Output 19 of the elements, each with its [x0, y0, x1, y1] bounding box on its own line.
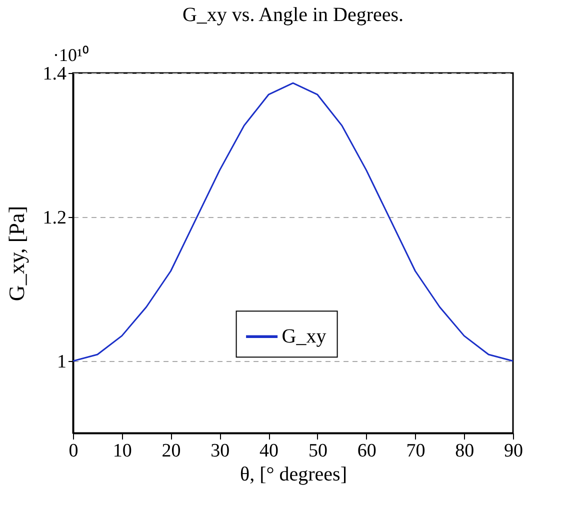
- y-tick-label: 1: [57, 352, 66, 372]
- x-tick-label: 10: [112, 440, 132, 462]
- x-tick-label: 40: [260, 440, 279, 462]
- x-tick-label: 20: [162, 440, 181, 462]
- x-axis-title: θ, [° degrees]: [240, 464, 347, 486]
- text: ·10¹⁰: [53, 45, 88, 65]
- line-series: [73, 82, 513, 362]
- x-tick-label: 90: [504, 440, 523, 462]
- y-axis-title: G_xy, [Pa]: [4, 206, 29, 302]
- legend-label: G_xy: [282, 326, 326, 348]
- y-tick-label: 1.2: [42, 208, 66, 228]
- chart-title: G_xy vs. Angle in Degrees.: [182, 4, 404, 26]
- x-tick-label: 0: [68, 440, 78, 462]
- y-tick-label: 1.4: [42, 64, 67, 84]
- x-tick-label: 60: [357, 440, 376, 462]
- x-tick-label: 70: [406, 440, 426, 462]
- x-tick-label: 80: [455, 440, 474, 462]
- x-tick-label: 50: [308, 440, 328, 462]
- x-tick-label: 30: [210, 440, 230, 462]
